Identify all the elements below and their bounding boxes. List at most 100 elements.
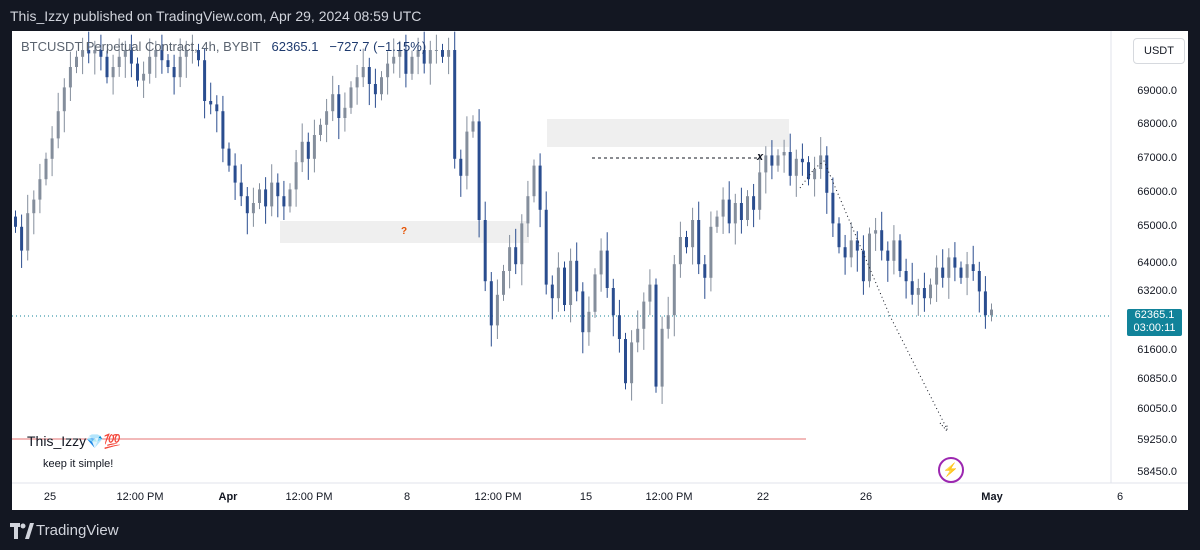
candle-body xyxy=(233,165,237,183)
time-axis-label: 15 xyxy=(579,491,593,503)
candle-body xyxy=(258,189,261,203)
publish-text: This_Izzy published on TradingView.com, … xyxy=(10,8,422,24)
candle-body xyxy=(819,155,823,169)
candle-body xyxy=(123,50,127,57)
candle-body xyxy=(416,50,420,57)
price-axis-label: 61600.0 xyxy=(1137,344,1177,356)
candle-body xyxy=(160,50,164,61)
time-axis-label: 6 xyxy=(1116,491,1124,503)
candle-body xyxy=(959,267,963,278)
candle-body xyxy=(264,189,268,207)
resistance-zone xyxy=(547,119,789,147)
candle-body xyxy=(245,196,249,214)
time-axis-label: 12:00 PM xyxy=(116,491,164,503)
candle-body xyxy=(502,271,505,295)
candle-body xyxy=(129,50,133,64)
candle-body xyxy=(727,199,731,224)
candle-body xyxy=(32,199,36,214)
publish-bar: This_Izzy published on TradingView.com, … xyxy=(0,0,1200,32)
lightning-icon[interactable]: ⚡ xyxy=(938,457,964,483)
candle-body xyxy=(709,226,713,278)
candle-body xyxy=(983,291,987,316)
candle-body xyxy=(306,141,310,159)
candle-body xyxy=(965,264,969,278)
price-axis-label: 60050.0 xyxy=(1137,403,1177,415)
candle-body xyxy=(465,131,469,176)
candle-body xyxy=(807,162,810,180)
chart-pane[interactable]: BTCUSDT Perpetual Contract, 4h, BYBIT 62… xyxy=(12,31,1188,510)
candle-body xyxy=(526,196,530,224)
candle-body xyxy=(111,67,115,78)
note-text: keep it simple! xyxy=(43,458,114,470)
candlestick-chart[interactable] xyxy=(12,31,1188,510)
candle-body xyxy=(319,124,322,135)
time-axis-label: 22 xyxy=(756,491,770,503)
candle-body xyxy=(544,209,548,285)
price-axis-label: 63200.0 xyxy=(1137,285,1177,297)
candle-body xyxy=(861,250,865,282)
candle-body xyxy=(599,250,603,275)
candle-body xyxy=(410,56,414,74)
candle-body xyxy=(922,288,926,299)
candle-body xyxy=(87,50,91,54)
candle-body xyxy=(380,77,383,95)
candle-body xyxy=(184,50,188,57)
price-change: −727.7 (−1.15%) xyxy=(329,39,427,54)
candle-body xyxy=(672,264,676,316)
symbol-legend: BTCUSDT Perpetual Contract, 4h, BYBIT 62… xyxy=(21,39,426,54)
projection-arrowhead xyxy=(939,422,948,433)
last-price-tag: 62365.1 03:00:11 xyxy=(1127,309,1182,336)
candle-body xyxy=(849,240,853,258)
candle-body xyxy=(886,250,890,261)
candle-body xyxy=(294,162,298,190)
candle-body xyxy=(251,203,255,214)
last-price-value: 62365.1 xyxy=(271,39,319,54)
candle-body xyxy=(477,121,481,220)
candle-body xyxy=(630,342,634,384)
candle-body xyxy=(910,281,914,295)
candle-body xyxy=(282,196,286,207)
countdown-timer: 03:00:11 xyxy=(1133,322,1176,334)
candle-body xyxy=(593,274,597,312)
candle-body xyxy=(575,260,579,292)
candle-body xyxy=(349,87,353,108)
candle-body xyxy=(483,220,487,282)
time-axis-label: 25 xyxy=(43,491,57,503)
candle-body xyxy=(916,288,920,295)
candle-body xyxy=(434,50,438,51)
time-axis-label: Apr xyxy=(218,491,238,503)
candle-body xyxy=(447,50,451,57)
candle-body xyxy=(508,247,512,271)
candle-body xyxy=(38,179,42,200)
candle-body xyxy=(837,223,841,248)
candle-body xyxy=(312,135,316,159)
candle-body xyxy=(898,240,902,271)
candle-body xyxy=(20,226,24,251)
candle-body xyxy=(666,315,670,329)
candle-body xyxy=(538,165,542,210)
candle-body xyxy=(203,60,207,101)
candle-body xyxy=(215,104,219,112)
symbol-title: BTCUSDT Perpetual Contract, 4h, BYBIT xyxy=(21,39,261,54)
author-signature: This_Izzy💎💯 xyxy=(27,433,121,449)
price-axis-label: 60850.0 xyxy=(1137,373,1177,385)
candle-body xyxy=(50,138,54,159)
candle-body xyxy=(758,172,762,210)
candle-body xyxy=(459,158,463,176)
candle-body xyxy=(361,67,365,78)
price-axis-label: 66000.0 xyxy=(1137,186,1177,198)
candle-body xyxy=(617,315,621,339)
candle-body xyxy=(587,311,591,333)
candle-body xyxy=(990,309,993,316)
time-axis-label: 8 xyxy=(403,491,411,503)
price-axis-label: 69000.0 xyxy=(1137,85,1177,97)
candle-body xyxy=(794,158,798,176)
candle-body xyxy=(752,196,756,210)
candle-body xyxy=(441,50,444,57)
candle-body xyxy=(75,56,78,67)
price-axis-label: 59250.0 xyxy=(1137,434,1177,446)
candle-body xyxy=(56,111,60,139)
currency-button[interactable]: USDT xyxy=(1133,38,1185,64)
candle-body xyxy=(788,152,792,176)
candle-body xyxy=(941,267,945,278)
